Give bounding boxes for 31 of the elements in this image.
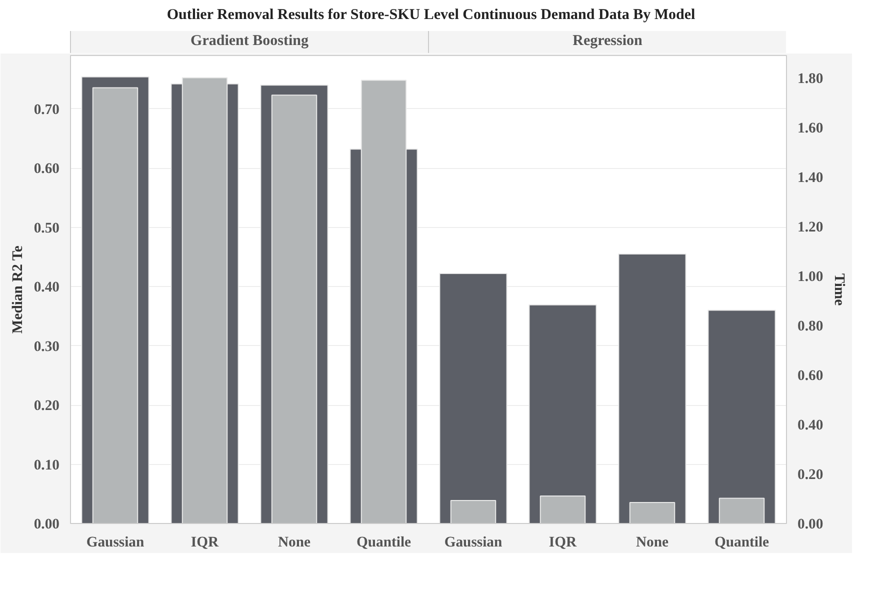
y2-tick-label: 1.60: [798, 120, 824, 137]
x-tick-label: IQR: [548, 534, 578, 551]
y-axis-title: Median R2 Te: [10, 246, 26, 334]
y-tick-label: 0.00: [34, 516, 60, 533]
x-tick-label: None: [636, 534, 670, 551]
y2-tick-label: 1.00: [798, 269, 824, 286]
y-tick-label: 0.60: [34, 161, 60, 178]
y2-tick-label: 1.80: [798, 71, 824, 88]
y2-tick-label: 1.20: [798, 220, 824, 236]
y-tick-label: 0.10: [34, 458, 60, 474]
y2-axis-title: Time: [831, 274, 848, 307]
y-tick-label: 0.40: [34, 280, 60, 296]
y-tick-label: 0.70: [34, 102, 60, 118]
x-tick-label: Quantile: [714, 534, 770, 551]
x-tick-label: None: [278, 534, 312, 551]
x-tick-label: Gaussian: [444, 534, 502, 551]
y2-tick-label: 1.40: [798, 170, 824, 186]
text: Gradient Boosting: [190, 32, 308, 52]
y2-tick-label: 0.20: [798, 467, 824, 484]
y2-tick-label: 0.60: [798, 368, 824, 384]
x-tick-label: Quantile: [356, 534, 412, 551]
y-tick-label: 0.20: [34, 398, 60, 414]
text: Regression: [572, 32, 642, 52]
y-tick-label: 0.30: [34, 339, 60, 356]
x-tick-label: Gaussian: [86, 534, 144, 551]
y2-tick-label: 0.40: [798, 418, 824, 434]
y2-tick-label: 0.80: [798, 318, 824, 335]
x-tick-label: IQR: [190, 534, 220, 551]
chart-title: Outlier Removal Results for Store-SKU Level Continuous Demand Data By Model: [166, 6, 696, 25]
y-tick-label: 0.50: [34, 220, 60, 237]
y2-tick-label: 0.00: [798, 516, 824, 533]
